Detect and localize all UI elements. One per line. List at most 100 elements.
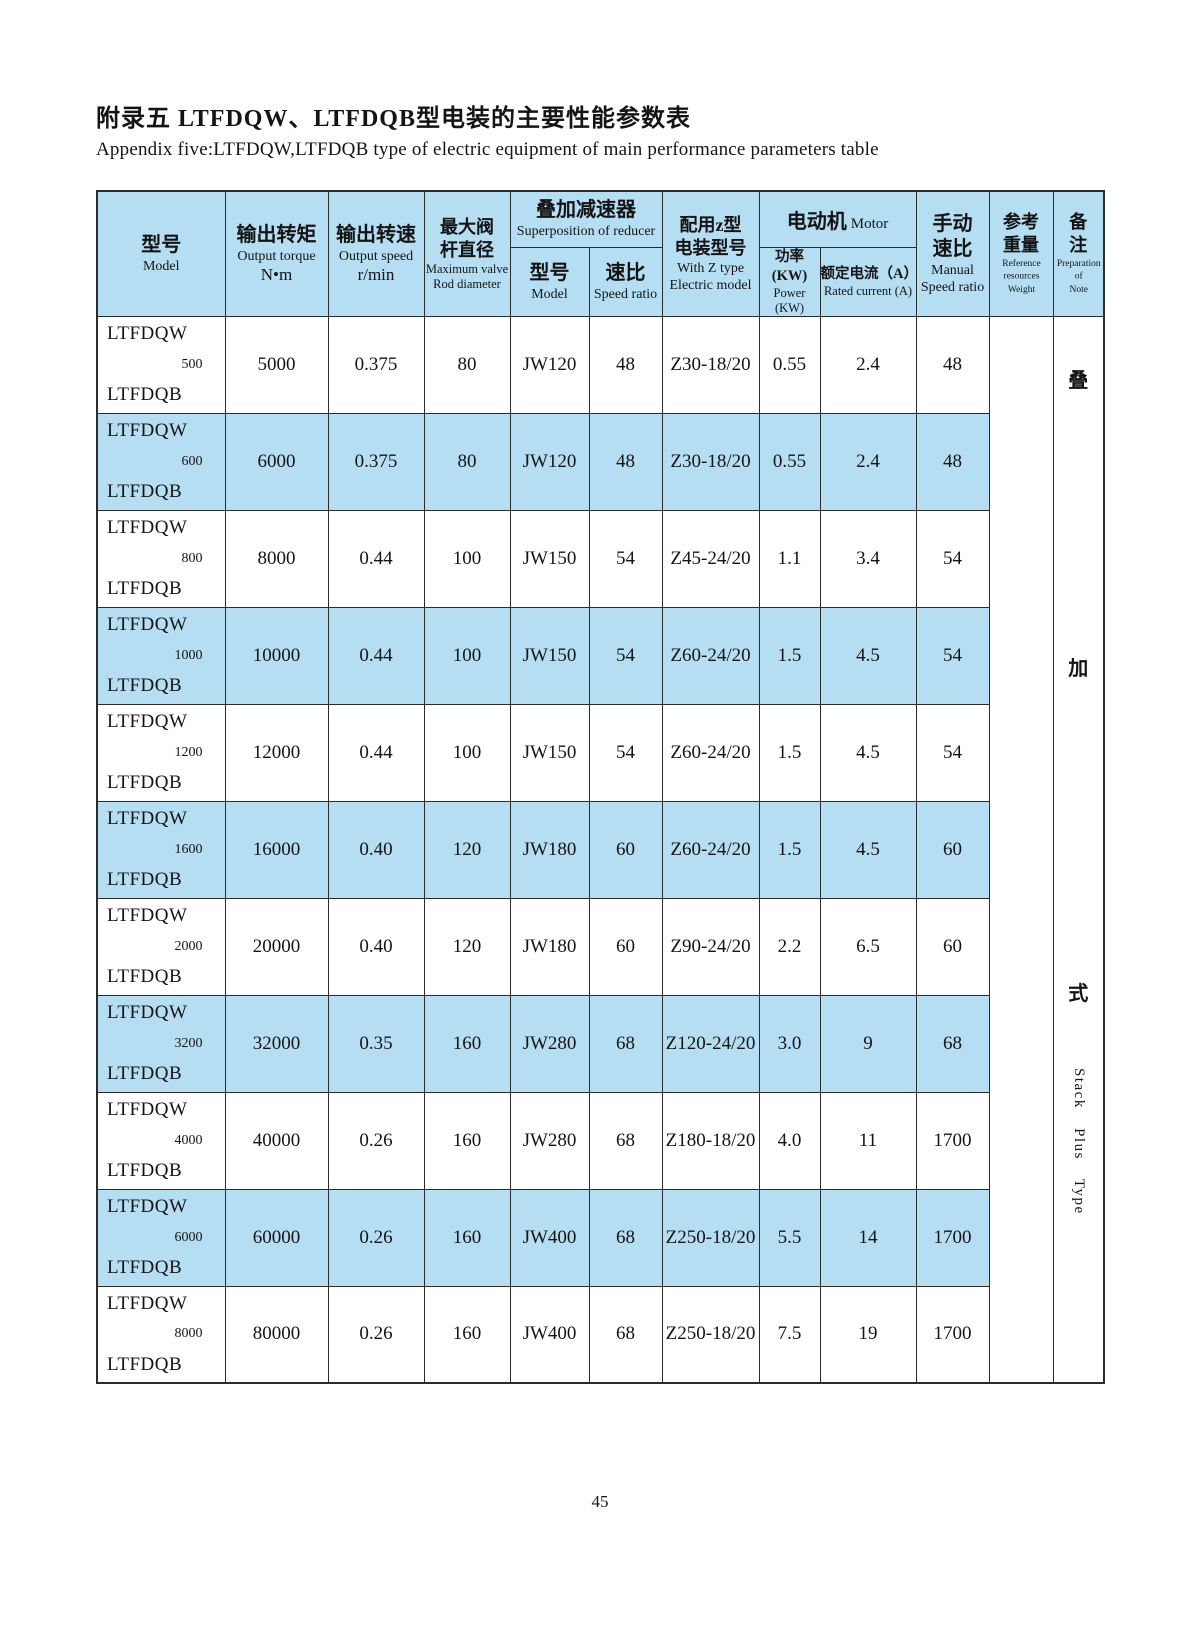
header-row-top: 型号 Model 输出转矩 Output torque N•m 输出转速 Out… xyxy=(96,190,1105,317)
col-header-weight: 参考 重量 Reference resources Weight xyxy=(988,190,1054,317)
note-column-body: 叠 加 式 Stack Plus Type xyxy=(1052,315,1105,1384)
col-header-manual-ratio: 手动 速比 Manual Speed ratio xyxy=(915,190,990,317)
cell-output-speed: 0.375 xyxy=(327,315,425,414)
cell-z-model: Z180-18/20 xyxy=(661,1091,760,1190)
cell-z-model: Z90-24/20 xyxy=(661,897,760,996)
model-size-number: 2000 xyxy=(174,938,203,954)
cell-rod-diameter: 100 xyxy=(423,509,511,608)
model-series-top: LTFDQW xyxy=(107,905,188,926)
cell-z-model: Z120-24/20 xyxy=(661,994,760,1093)
cell-rated-current: 19 xyxy=(819,1285,917,1384)
page-subtitle: Appendix five:LTFDQW,LTFDQB type of elec… xyxy=(96,139,879,160)
cell-output-torque: 32000 xyxy=(224,994,329,1093)
model-series-top: LTFDQW xyxy=(107,323,188,344)
cell-reducer-model: JW400 xyxy=(509,1285,590,1384)
model-size-number: 1600 xyxy=(174,841,203,857)
col-group-motor: 电动机 Motor xyxy=(758,190,917,248)
cell-reducer-ratio: 60 xyxy=(588,897,663,996)
cell-model: LTFDQW 500 LTFDQB xyxy=(96,315,226,414)
cell-reducer-ratio: 48 xyxy=(588,412,663,511)
table-row: LTFDQW 6000 LTFDQB 60000 0.26 160 JW400 … xyxy=(96,1188,1104,1287)
cell-manual-ratio: 48 xyxy=(915,315,990,414)
page-number: 45 xyxy=(591,1492,609,1511)
model-series-bottom: LTFDQB xyxy=(107,578,183,599)
cell-power: 0.55 xyxy=(758,412,821,511)
cell-manual-ratio: 1700 xyxy=(915,1188,990,1287)
cell-output-torque: 8000 xyxy=(224,509,329,608)
note-vertical-label: Stack Plus Type xyxy=(1070,1067,1087,1215)
table-row: LTFDQW 600 LTFDQB 6000 0.375 80 JW120 48… xyxy=(96,412,1104,511)
model-series-top: LTFDQW xyxy=(107,711,188,732)
table-row: LTFDQW 1600 LTFDQB 16000 0.40 120 JW180 … xyxy=(96,800,1104,899)
model-size-number: 1200 xyxy=(174,744,203,760)
cell-reducer-model: JW400 xyxy=(509,1188,590,1287)
model-series-top: LTFDQW xyxy=(107,1292,188,1314)
note-char-stack: 叠 xyxy=(1068,370,1089,393)
cell-power: 3.0 xyxy=(758,994,821,1093)
cell-rated-current: 2.4 xyxy=(819,315,917,414)
cell-reducer-ratio: 68 xyxy=(588,994,663,1093)
model-series-top: LTFDQW xyxy=(107,1002,188,1023)
cell-model: LTFDQW 1000 LTFDQB xyxy=(96,606,226,705)
model-size-number: 4000 xyxy=(174,1132,203,1148)
model-size-number: 1000 xyxy=(174,647,203,663)
cell-reducer-ratio: 60 xyxy=(588,800,663,899)
cell-reducer-ratio: 48 xyxy=(588,315,663,414)
cell-z-model: Z60-24/20 xyxy=(661,800,760,899)
cell-output-torque: 60000 xyxy=(224,1188,329,1287)
table-row: LTFDQW 1200 LTFDQB 12000 0.44 100 JW150 … xyxy=(96,703,1104,802)
cell-rod-diameter: 160 xyxy=(423,994,511,1093)
cell-z-model: Z60-24/20 xyxy=(661,703,760,802)
cell-manual-ratio: 54 xyxy=(915,703,990,802)
model-series-top: LTFDQW xyxy=(107,517,188,538)
cell-manual-ratio: 48 xyxy=(915,412,990,511)
note-char-plus: 加 xyxy=(1068,658,1089,681)
cell-power: 7.5 xyxy=(758,1285,821,1384)
cell-model: LTFDQW 1600 LTFDQB xyxy=(96,800,226,899)
table-row: LTFDQW 2000 LTFDQB 20000 0.40 120 JW180 … xyxy=(96,897,1104,996)
cell-rated-current: 4.5 xyxy=(819,703,917,802)
model-series-bottom: LTFDQB xyxy=(107,966,183,987)
cell-reducer-ratio: 54 xyxy=(588,606,663,705)
cell-rod-diameter: 120 xyxy=(423,897,511,996)
table-header: 型号 Model 输出转矩 Output torque N•m 输出转速 Out… xyxy=(96,190,1105,317)
cell-manual-ratio: 1700 xyxy=(915,1091,990,1190)
cell-rod-diameter: 80 xyxy=(423,315,511,414)
cell-power: 4.0 xyxy=(758,1091,821,1190)
model-series-bottom: LTFDQB xyxy=(107,1353,183,1375)
cell-output-torque: 80000 xyxy=(224,1285,329,1384)
cell-output-speed: 0.26 xyxy=(327,1091,425,1190)
table-row: LTFDQW 800 LTFDQB 8000 0.44 100 JW150 54… xyxy=(96,509,1104,608)
note-column-content: 叠 加 式 Stack Plus Type xyxy=(1054,317,1103,1382)
cell-z-model: Z250-18/20 xyxy=(661,1188,760,1287)
model-series-bottom: LTFDQB xyxy=(107,1063,183,1084)
cell-output-torque: 40000 xyxy=(224,1091,329,1190)
cell-power: 1.5 xyxy=(758,703,821,802)
model-series-bottom: LTFDQB xyxy=(107,481,183,502)
cell-manual-ratio: 54 xyxy=(915,509,990,608)
cell-z-model: Z60-24/20 xyxy=(661,606,760,705)
model-size-number: 500 xyxy=(181,356,203,372)
cell-power: 1.5 xyxy=(758,800,821,899)
cell-reducer-model: JW150 xyxy=(509,703,590,802)
cell-rod-diameter: 160 xyxy=(423,1188,511,1287)
col-header-reducer-model: 型号 Model xyxy=(509,246,590,317)
cell-output-torque: 16000 xyxy=(224,800,329,899)
cell-rated-current: 4.5 xyxy=(819,606,917,705)
cell-rated-current: 2.4 xyxy=(819,412,917,511)
cell-reducer-model: JW180 xyxy=(509,800,590,899)
cell-output-speed: 0.375 xyxy=(327,412,425,511)
col-header-model: 型号 Model xyxy=(96,190,226,317)
cell-rated-current: 3.4 xyxy=(819,509,917,608)
cell-rod-diameter: 80 xyxy=(423,412,511,511)
table-row: LTFDQW 1000 LTFDQB 10000 0.44 100 JW150 … xyxy=(96,606,1104,705)
model-size-number: 6000 xyxy=(174,1229,203,1245)
cell-output-torque: 20000 xyxy=(224,897,329,996)
cell-output-speed: 0.44 xyxy=(327,509,425,608)
cell-model: LTFDQW 4000 LTFDQB xyxy=(96,1091,226,1190)
model-series-bottom: LTFDQB xyxy=(107,384,183,405)
cell-output-speed: 0.40 xyxy=(327,897,425,996)
cell-output-speed: 0.26 xyxy=(327,1285,425,1384)
model-series-top: LTFDQW xyxy=(107,1099,188,1120)
cell-z-model: Z250-18/20 xyxy=(661,1285,760,1384)
